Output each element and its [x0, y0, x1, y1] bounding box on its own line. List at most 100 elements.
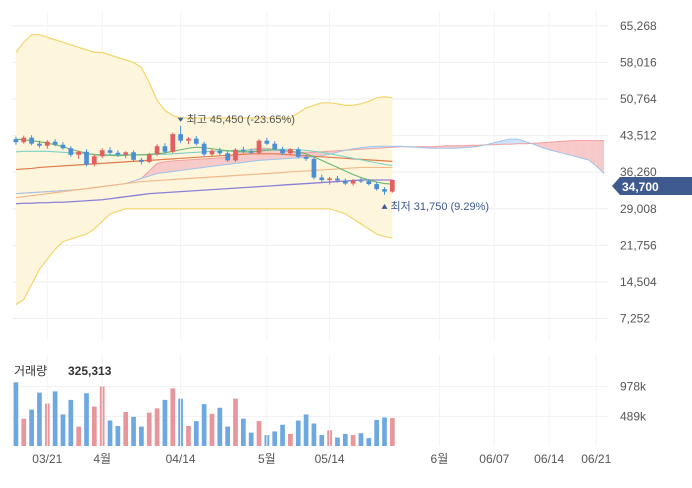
- volume-bar: [162, 399, 168, 446]
- volume-bar: [193, 421, 199, 446]
- volume-bar: [272, 431, 278, 446]
- volume-bar: [256, 421, 262, 446]
- candle-body: [154, 146, 160, 155]
- volume-bar: [186, 425, 191, 446]
- low-annotation-text: 최저 31,750 (9.29%): [391, 200, 490, 213]
- cloud-segment: [157, 161, 165, 174]
- price-tick-label: 50,764: [620, 92, 657, 106]
- candle-body: [319, 177, 325, 181]
- cloud-segment: [541, 142, 550, 150]
- volume-bar: [29, 409, 34, 446]
- candle-body: [99, 150, 105, 157]
- candle-body: [201, 143, 207, 155]
- candle-body: [303, 156, 309, 159]
- cloud-segment: [596, 140, 605, 174]
- volume-bar: [311, 423, 317, 446]
- volume-value: 325,313: [68, 364, 112, 378]
- candle-body: [264, 140, 270, 144]
- price-tick-label: 36,260: [620, 165, 657, 179]
- cloud-segment: [313, 151, 322, 157]
- volume-bar: [154, 408, 160, 446]
- volume-bar: [342, 433, 348, 446]
- volume-bar: [170, 388, 176, 446]
- volume-bar: [233, 398, 238, 446]
- candle-body: [358, 180, 364, 182]
- cloud-segment: [164, 160, 173, 173]
- cloud-segment: [180, 159, 189, 171]
- candle-body: [170, 134, 176, 152]
- high-annotation-text: 최고 45,450 (-23.65%): [187, 113, 295, 126]
- candle-body: [327, 178, 332, 181]
- volume-bar: [91, 406, 97, 446]
- volume-bar: [350, 435, 356, 446]
- candle-body: [366, 181, 372, 185]
- candle-body: [186, 138, 191, 141]
- volume-bar: [123, 412, 129, 446]
- cloud-segment: [580, 140, 589, 160]
- candle-body: [382, 189, 387, 192]
- candle-body: [272, 143, 278, 150]
- volume-bar: [107, 420, 113, 446]
- candle-body: [37, 143, 42, 146]
- candle-body: [21, 137, 27, 143]
- candle-body: [389, 180, 395, 192]
- x-tick-label: 05/14: [315, 452, 345, 466]
- candle-body: [131, 152, 136, 160]
- cloud-segment: [447, 145, 456, 149]
- volume-bar: [382, 417, 387, 446]
- low-annotation: 최저 31,750 (9.29%): [391, 200, 490, 213]
- cloud-segment: [557, 141, 565, 154]
- cloud-segment: [172, 160, 181, 172]
- volume-bar: [76, 426, 82, 446]
- envelope-lower-line: [15, 208, 393, 306]
- high-marker-icon: [177, 117, 184, 122]
- volume-bar: [146, 412, 152, 446]
- candle-body: [13, 139, 19, 143]
- volume-bar: [68, 399, 74, 446]
- candle-body: [68, 148, 74, 155]
- price-tick-label: 65,268: [620, 19, 657, 33]
- candle-body: [76, 151, 82, 155]
- price-tick-label: 14,504: [620, 275, 657, 289]
- x-tick-label: 04/14: [166, 452, 196, 466]
- envelope-band: [15, 34, 393, 305]
- cloud-segment: [588, 140, 597, 166]
- candle-body: [350, 180, 356, 184]
- x-tick-label: 4월: [93, 452, 111, 466]
- candle-body: [335, 178, 340, 181]
- price-badge-text: 34,700: [622, 180, 659, 194]
- candle-body: [288, 149, 293, 154]
- cloud-segment: [509, 139, 518, 145]
- volume-bar: [303, 414, 309, 446]
- volume-bar: [248, 432, 254, 446]
- candle-body: [84, 151, 89, 165]
- candle-body: [162, 146, 168, 152]
- volume-bar: [131, 416, 136, 446]
- candle-body: [123, 152, 129, 155]
- volume-bar: [366, 438, 372, 446]
- cloud-segment: [572, 140, 581, 158]
- candle-body: [44, 141, 50, 146]
- candle-body: [178, 134, 183, 141]
- x-tick-label: 06/07: [479, 452, 509, 466]
- candle-body: [248, 151, 254, 153]
- candle-body: [311, 158, 317, 178]
- volume-bar: [295, 420, 301, 446]
- volume-label: 거래량: [14, 364, 47, 378]
- volume-panel: 978k 489k: [12, 355, 647, 446]
- cloud-segment: [564, 140, 573, 156]
- candle-body: [295, 149, 301, 157]
- price-tick-label: 21,756: [620, 238, 657, 252]
- candle-body: [91, 156, 97, 165]
- candle-body: [280, 149, 285, 154]
- volume-bar: [60, 414, 66, 446]
- volume-bar: [389, 418, 395, 446]
- candle-body: [209, 150, 215, 155]
- volume-bar: [13, 382, 19, 446]
- x-tick-label: 06/21: [581, 452, 611, 466]
- candle-body: [60, 144, 66, 149]
- candle-body: [193, 138, 199, 144]
- x-tick-label: 03/21: [32, 452, 62, 466]
- current-price-badge: 34,700: [612, 177, 692, 195]
